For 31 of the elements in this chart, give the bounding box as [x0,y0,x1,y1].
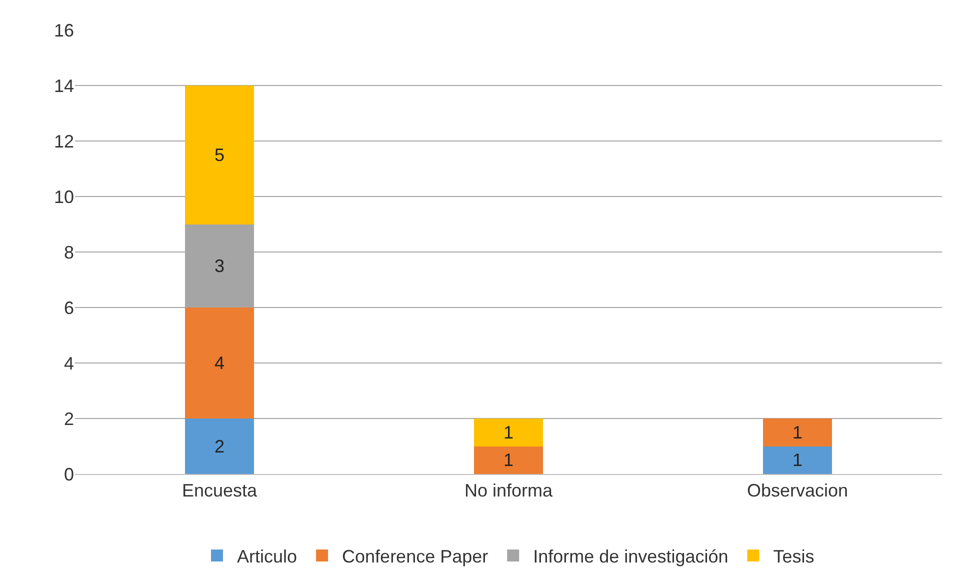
y-tick-label: 2 [64,408,74,429]
data-label: 3 [214,256,225,276]
legend-label: Tesis [773,546,814,567]
y-tick-label: 10 [54,186,74,207]
data-label: 1 [792,450,803,470]
bar [184,308,254,418]
bar [474,418,544,446]
x-tick-label: No informa [464,480,554,501]
y-tick-label: 14 [54,76,74,96]
legend-label: Informe de investigación [533,546,728,567]
data-label: 2 [214,436,225,456]
y-tick-label: 0 [64,464,74,484]
data-label: 1 [792,422,803,442]
bar [184,418,254,474]
y-tick-label: 6 [64,298,74,318]
bar [474,446,544,474]
y-tick-label: 16 [54,20,74,40]
x-tick-label: Encuesta [182,480,258,501]
data-label: 1 [503,422,514,442]
bar [184,86,254,224]
x-tick-label: Observacion [746,480,848,501]
y-tick-label: 8 [64,242,74,262]
bar [762,418,832,446]
y-tick-label: 12 [54,131,74,152]
bar [762,446,832,474]
data-label: 5 [214,144,225,165]
y-tick-label: 4 [64,353,74,374]
legend-label: Conference Paper [342,546,488,567]
legend-label: Articulo [237,546,298,567]
data-label: 1 [503,450,514,470]
data-label: 4 [214,353,225,373]
